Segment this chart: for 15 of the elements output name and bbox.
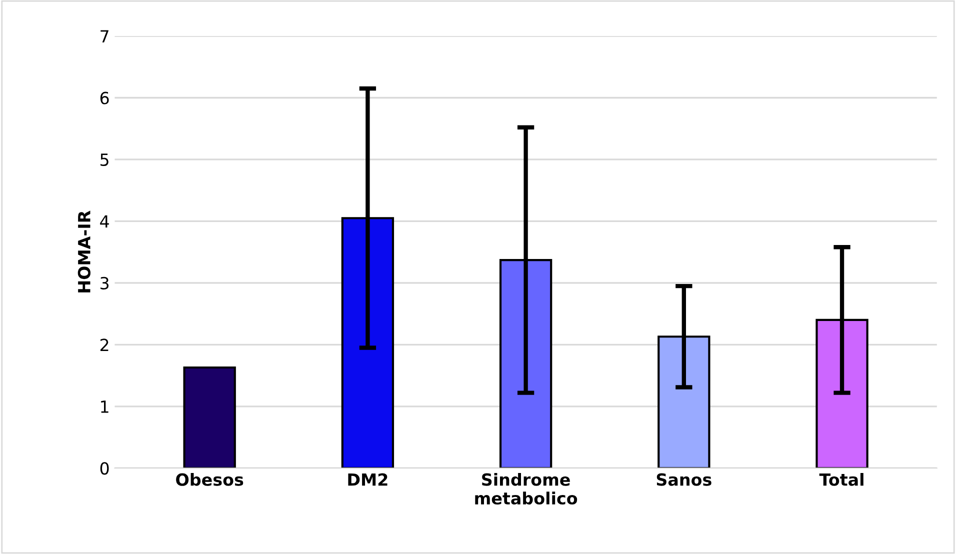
y-tick-label: 4 — [100, 215, 109, 228]
y-tick-label: 7 — [100, 30, 108, 42]
bar — [183, 366, 236, 468]
y-tick-label: 1 — [101, 400, 108, 413]
x-tick-label: Sindrome metabolico — [475, 472, 578, 505]
x-tick-label: Total — [819, 472, 864, 486]
y-axis-title: HOMA-IR — [78, 210, 90, 292]
x-tick-label: Sanos — [656, 473, 712, 486]
x-tick-label: Obesos — [176, 472, 244, 486]
y-tick-label: 3 — [100, 276, 109, 290]
x-tick-label: DM2 — [348, 473, 388, 486]
y-tick-label: 2 — [100, 338, 108, 351]
y-tick-label: 5 — [100, 154, 108, 166]
y-tick-label: 6 — [100, 92, 109, 104]
y-tick-label: 0 — [100, 462, 109, 475]
